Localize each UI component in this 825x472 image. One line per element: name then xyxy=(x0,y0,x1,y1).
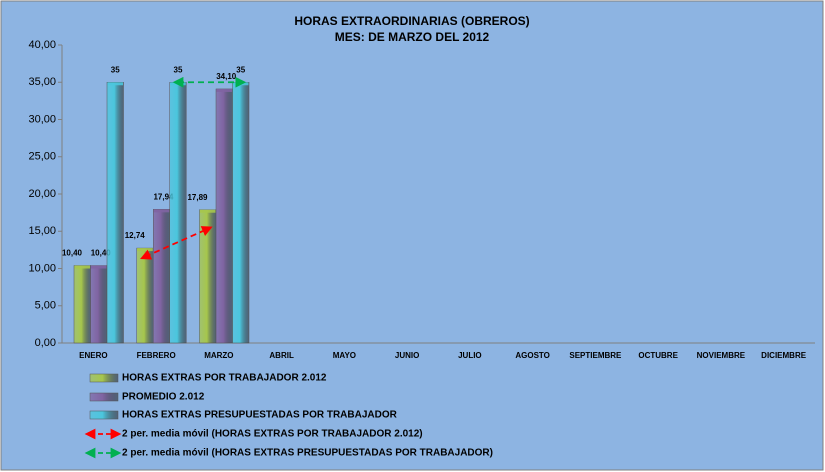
bar-cap xyxy=(216,88,232,92)
bar-cap xyxy=(107,82,123,86)
y-tick-label: 30,00 xyxy=(28,113,56,125)
x-tick-label: ABRIL xyxy=(269,351,294,360)
chart-title: HORAS EXTRAORDINARIAS (OBREROS) xyxy=(294,14,529,28)
legend-swatch xyxy=(89,410,119,420)
bar xyxy=(232,82,250,344)
legend-label: PROMEDIO 2.012 xyxy=(122,392,205,403)
bar xyxy=(169,82,187,344)
x-tick-label: DICIEMBRE xyxy=(761,351,807,360)
x-tick-label: JUNIO xyxy=(395,351,419,360)
data-label: 17,89 xyxy=(187,193,208,202)
legend-swatch xyxy=(89,373,119,383)
data-label: 10,40 xyxy=(91,249,112,258)
x-tick-label: ENERO xyxy=(79,351,107,360)
x-tick-label: AGOSTO xyxy=(515,351,550,360)
bar xyxy=(199,209,217,344)
y-tick-label: 40,00 xyxy=(28,39,56,51)
bar-cap xyxy=(153,209,170,213)
data-label: 17,94 xyxy=(153,192,174,201)
data-label: 35 xyxy=(111,65,120,74)
y-tick-label: 35,00 xyxy=(28,76,56,88)
legend-label: 2 per. media móvil (HORAS EXTRAS POR TRA… xyxy=(122,429,423,440)
legend-label: 2 per. media móvil (HORAS EXTRAS PRESUPU… xyxy=(122,448,493,459)
y-tick-label: 25,00 xyxy=(28,151,56,163)
bar-cap xyxy=(200,209,216,213)
y-tick-label: 15,00 xyxy=(28,225,56,237)
x-tick-label: MAYO xyxy=(333,351,356,360)
bar xyxy=(90,265,108,344)
data-label: 35 xyxy=(236,65,245,74)
data-label: 34,10 xyxy=(216,72,237,81)
x-tick-label: FEBRERO xyxy=(137,351,176,360)
x-tick-label: JULIO xyxy=(458,351,482,360)
y-tick-label: 20,00 xyxy=(28,188,56,200)
bar xyxy=(73,265,91,344)
x-tick-label: SEPTIEMBRE xyxy=(569,351,622,360)
bar xyxy=(106,82,124,344)
trendline xyxy=(140,226,213,260)
x-tick-label: MARZO xyxy=(204,351,233,360)
y-tick-label: 5,00 xyxy=(35,300,56,312)
legend-label: HORAS EXTRAS POR TRABAJADOR 2.012 xyxy=(122,373,327,384)
x-tick-label: OCTUBRE xyxy=(638,351,678,360)
bar-cap xyxy=(137,248,153,252)
x-tick-label: NOVIEMBRE xyxy=(697,351,746,360)
legend-label: HORAS EXTRAS PRESUPUESTADAS POR TRABAJAD… xyxy=(122,410,398,421)
data-label: 12,74 xyxy=(125,231,146,240)
bar-cap xyxy=(74,265,90,269)
chart-subtitle: MES: DE MARZO DEL 2012 xyxy=(335,30,490,44)
bar-cap xyxy=(91,265,107,269)
bar xyxy=(136,247,154,344)
bar xyxy=(153,209,170,344)
y-tick-label: 0,00 xyxy=(35,337,56,349)
data-label: 35 xyxy=(174,65,183,74)
legend-swatch xyxy=(89,392,119,402)
y-tick-label: 10,00 xyxy=(28,262,56,274)
bar xyxy=(215,88,233,344)
data-label: 10,40 xyxy=(62,249,83,258)
